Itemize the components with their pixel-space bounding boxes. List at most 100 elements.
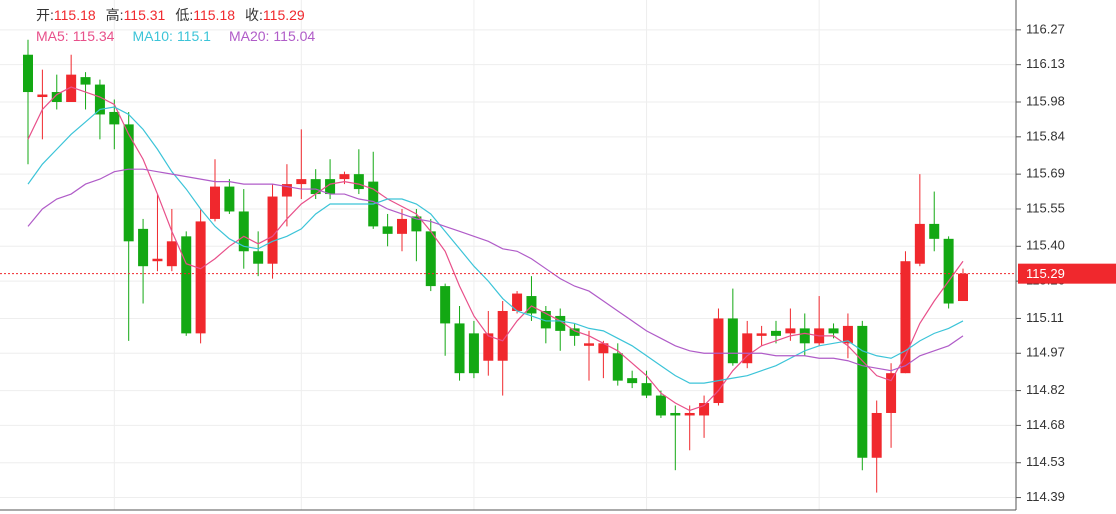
candle-body bbox=[871, 412, 882, 458]
candle-body bbox=[598, 343, 609, 354]
y-tick-label: 114.53 bbox=[1026, 454, 1065, 469]
candle-body bbox=[612, 353, 623, 381]
candle-body bbox=[138, 228, 149, 267]
info-label: 收: bbox=[245, 7, 263, 23]
candle-body bbox=[497, 310, 508, 361]
y-tick-label: 116.27 bbox=[1026, 21, 1065, 36]
candle-body bbox=[37, 94, 48, 98]
candle-body bbox=[238, 211, 249, 252]
candle-body bbox=[785, 328, 796, 334]
candle-body bbox=[94, 84, 105, 115]
candle-body bbox=[325, 179, 336, 195]
candle-body bbox=[958, 273, 968, 302]
candle-body bbox=[914, 223, 925, 264]
candle-body bbox=[152, 258, 163, 262]
candle-body bbox=[109, 111, 120, 125]
candle-body bbox=[727, 318, 738, 364]
candle-body bbox=[80, 77, 91, 85]
candle-body bbox=[468, 333, 479, 374]
price-label: 115.29 bbox=[1026, 266, 1065, 281]
candle-body bbox=[296, 179, 307, 185]
candle-body bbox=[655, 395, 666, 416]
candle-body bbox=[181, 236, 192, 334]
ma-line bbox=[27, 106, 964, 384]
candle-body bbox=[756, 333, 767, 336]
info-value: 115.29 bbox=[262, 7, 305, 23]
y-tick-label: 114.97 bbox=[1026, 345, 1065, 360]
candle-body bbox=[281, 184, 292, 197]
y-tick-label: 115.11 bbox=[1026, 310, 1064, 325]
candle-body bbox=[210, 186, 220, 219]
y-tick-label: 115.84 bbox=[1026, 128, 1065, 143]
candle-body bbox=[454, 323, 465, 374]
ohlc-info: 开:115.18 高:115.31 低:115.18 收:115.29 bbox=[36, 5, 305, 25]
legend-label: MA10: bbox=[132, 28, 173, 44]
candle-body bbox=[353, 174, 364, 190]
info-item: 开:115.18 bbox=[36, 5, 96, 25]
y-tick-label: 116.13 bbox=[1026, 56, 1065, 71]
info-item: 高:115.31 bbox=[106, 5, 166, 25]
candle-body bbox=[23, 54, 33, 93]
candle-body bbox=[929, 223, 940, 239]
candle-body bbox=[267, 196, 278, 264]
y-tick-label: 115.98 bbox=[1026, 93, 1065, 108]
candle-body bbox=[569, 328, 580, 336]
info-label: 开: bbox=[36, 7, 54, 23]
candle-body bbox=[425, 231, 436, 287]
candle-body bbox=[195, 221, 206, 334]
info-value: 115.18 bbox=[53, 7, 96, 23]
y-tick-label: 114.39 bbox=[1026, 489, 1065, 504]
candle-body bbox=[382, 226, 393, 234]
ma-info: MA5: 115.34 MA10: 115.1 MA20: 115.04 bbox=[36, 28, 315, 44]
legend-value: 115.1 bbox=[176, 28, 211, 44]
candle-body bbox=[943, 238, 954, 304]
candle-body bbox=[66, 74, 77, 102]
price-box bbox=[1018, 263, 1116, 284]
candle-body bbox=[440, 286, 451, 324]
legend-item: MA5: 115.34 bbox=[36, 28, 114, 44]
candle-body bbox=[540, 310, 551, 329]
candle-body bbox=[713, 318, 724, 404]
candle-body bbox=[742, 333, 753, 364]
candle-body bbox=[224, 186, 235, 212]
candle-body bbox=[253, 251, 264, 264]
candle-body bbox=[886, 373, 897, 413]
candle-body bbox=[900, 261, 911, 374]
candle-body bbox=[857, 325, 868, 458]
candle-body bbox=[828, 328, 839, 334]
candle-body bbox=[670, 412, 681, 416]
legend-label: MA5: bbox=[36, 28, 69, 44]
y-tick-label: 114.82 bbox=[1026, 382, 1065, 397]
candle-body bbox=[166, 241, 177, 267]
y-tick-label: 115.55 bbox=[1026, 200, 1065, 215]
candle-body bbox=[555, 315, 566, 331]
candle-body bbox=[641, 383, 652, 396]
candle-body bbox=[123, 124, 134, 242]
legend-value: 115.04 bbox=[273, 28, 316, 44]
ma-line bbox=[27, 168, 964, 372]
y-tick-label: 114.68 bbox=[1026, 417, 1065, 432]
candle-body bbox=[483, 333, 494, 361]
info-value: 115.31 bbox=[123, 7, 166, 23]
legend-item: MA20: 115.04 bbox=[229, 28, 315, 44]
candle-body bbox=[842, 325, 853, 344]
candle-body bbox=[310, 179, 321, 195]
candle-body bbox=[684, 412, 695, 416]
y-tick-label: 115.69 bbox=[1026, 166, 1065, 181]
info-label: 低: bbox=[175, 7, 194, 23]
candle-body bbox=[771, 330, 781, 336]
info-value: 115.18 bbox=[193, 7, 236, 23]
legend-label: MA20: bbox=[228, 28, 270, 44]
legend-item: MA10: 115.1 bbox=[132, 28, 210, 44]
info-item: 低:115.18 bbox=[175, 5, 235, 25]
ma-line bbox=[27, 86, 964, 412]
candle-body bbox=[397, 218, 407, 234]
candle-body bbox=[699, 403, 710, 416]
candle-body bbox=[584, 343, 594, 346]
y-tick-label: 115.40 bbox=[1026, 238, 1065, 253]
candle-body bbox=[512, 293, 523, 311]
candle-body bbox=[411, 216, 422, 232]
candle-body bbox=[627, 378, 638, 384]
